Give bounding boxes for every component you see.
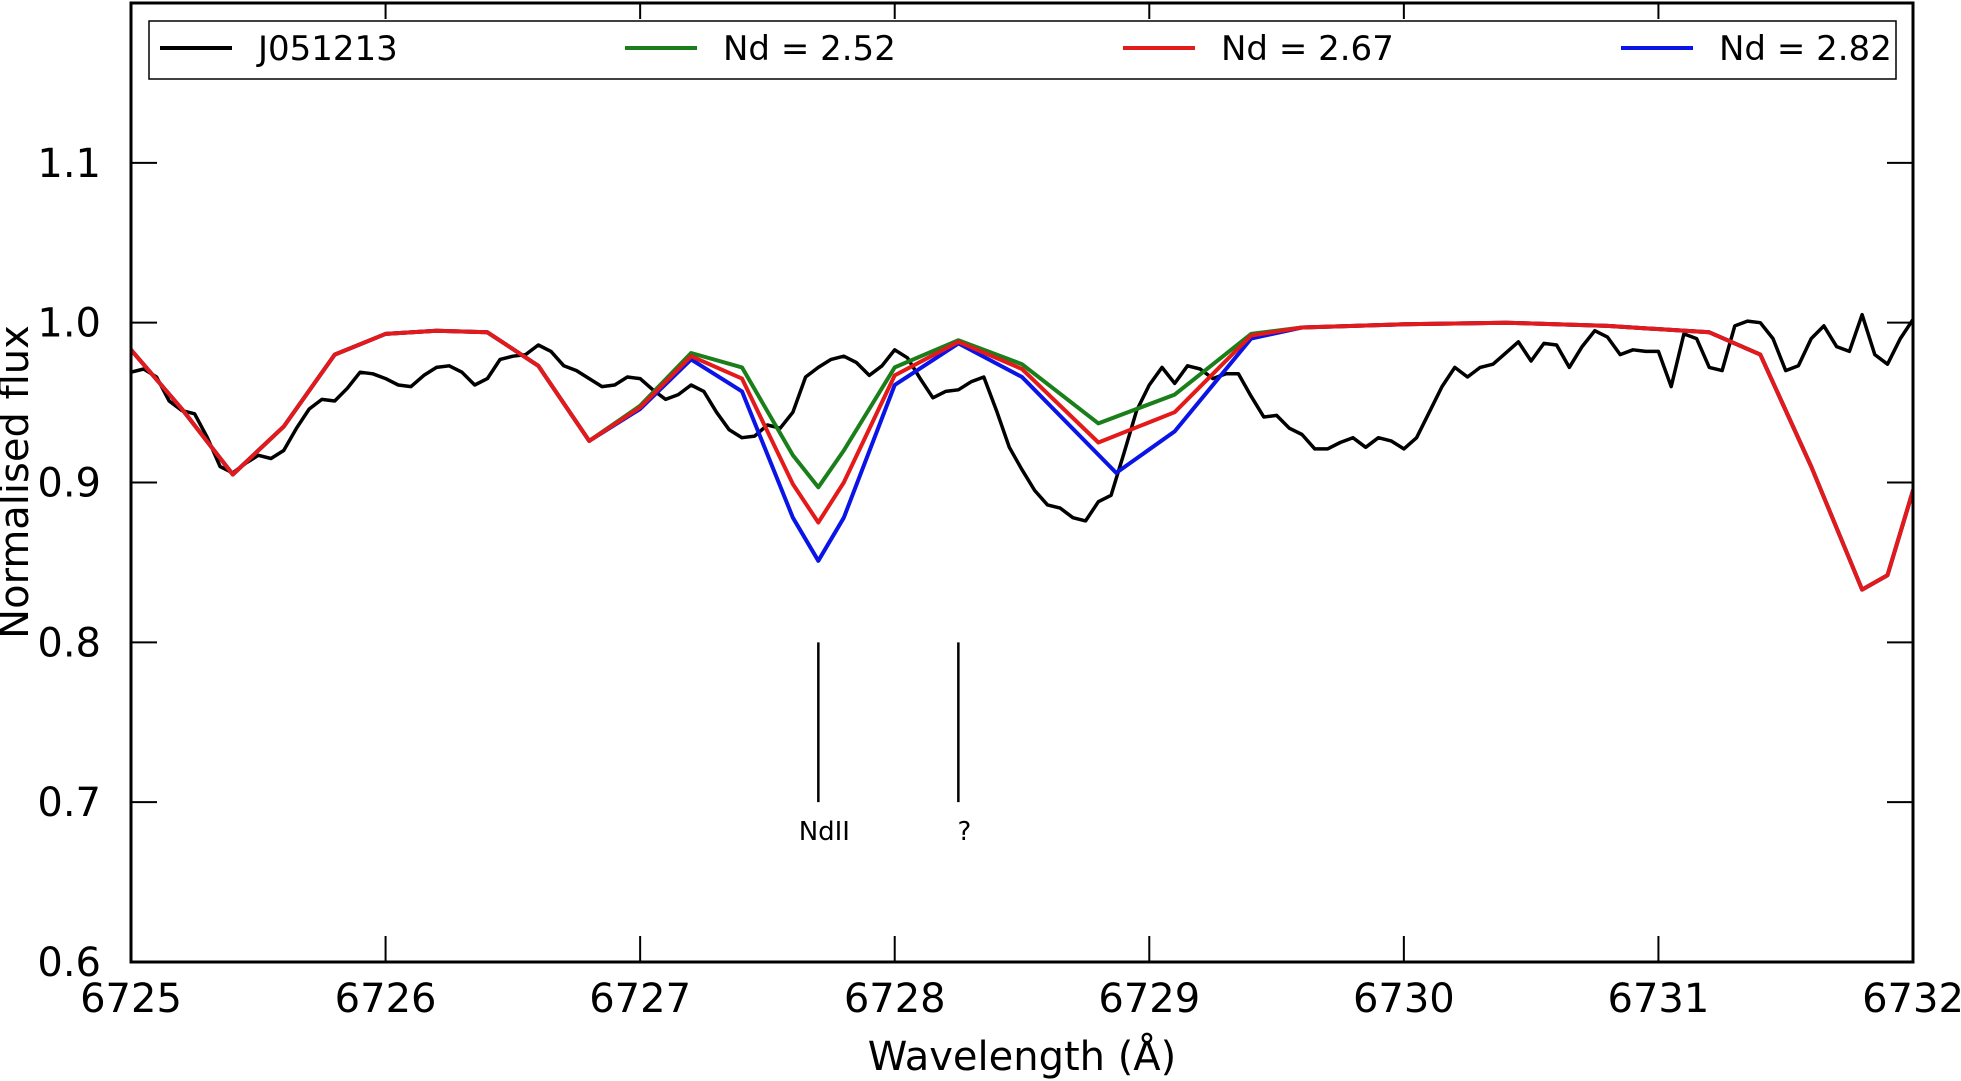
series-line-j051213 — [131, 312, 1913, 523]
x-axis-ticks: 6725 6726 6727 6728 6729 6730 6731 6732 — [80, 3, 1961, 1022]
x-tick-label: 6728 — [844, 976, 946, 1022]
y-tick-label: 1.1 — [37, 141, 101, 187]
annotation-layer: NdII? — [799, 642, 971, 847]
y-tick-label: 0.6 — [37, 940, 101, 986]
y-axis-ticks: 0.6 0.7 0.8 0.9 1.0 1.1 — [37, 141, 1913, 986]
x-tick-label: 6727 — [589, 976, 691, 1022]
y-tick-label: 0.8 — [37, 620, 101, 666]
x-tick-label: 6726 — [335, 976, 437, 1022]
x-axis-label: Wavelength (Å) — [868, 1032, 1177, 1080]
line-marker-label: ? — [957, 817, 971, 847]
legend-box — [148, 20, 1897, 80]
y-tick-label: 1.0 — [37, 301, 101, 347]
x-tick-label: 6731 — [1608, 976, 1710, 1022]
line-marker-label: NdII — [799, 817, 850, 847]
legend-label: Nd = 2.67 — [1221, 29, 1394, 69]
legend: J051213 Nd = 2.52 Nd = 2.67 Nd = 2.82 — [148, 20, 1897, 80]
x-tick-label: 6729 — [1098, 976, 1200, 1022]
x-tick-label: 6730 — [1353, 976, 1455, 1022]
x-tick-label: 6725 — [80, 976, 182, 1022]
legend-label: Nd = 2.82 — [1719, 29, 1892, 69]
legend-label: Nd = 2.52 — [723, 29, 896, 69]
plot-frame — [129, 1, 1915, 964]
y-tick-label: 0.7 — [37, 780, 101, 826]
series-line-nd-2-67 — [131, 320, 1913, 592]
y-axis-label: Normalised flux — [0, 325, 38, 639]
x-tick-label: 6732 — [1862, 976, 1961, 1022]
legend-label: J051213 — [256, 29, 398, 69]
series-layer — [131, 312, 1913, 592]
y-tick-label: 0.9 — [37, 461, 101, 507]
